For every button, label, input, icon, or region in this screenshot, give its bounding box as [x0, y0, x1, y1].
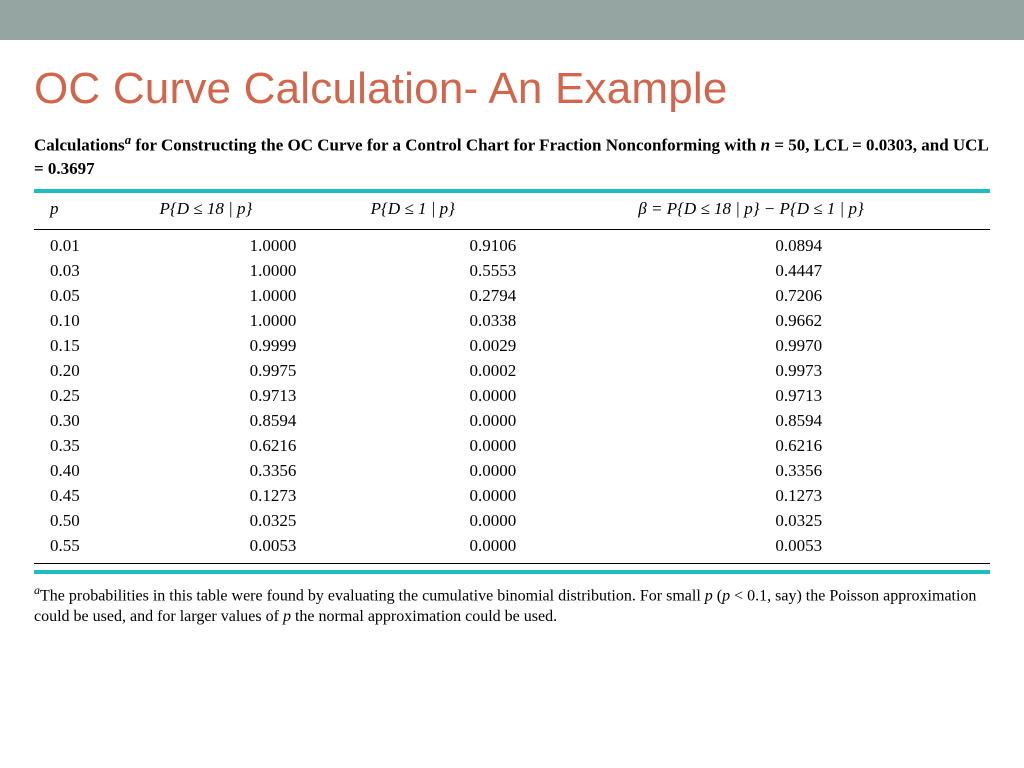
table-cell: 1.0000 — [168, 234, 378, 259]
caption-rest: for Constructing the OC Curve for a Cont… — [131, 136, 761, 155]
table-cell: 0.35 — [34, 434, 168, 459]
table-row: 0.350.62160.00000.6216 — [34, 434, 990, 459]
table-caption: Calculationsa for Constructing the OC Cu… — [34, 132, 990, 181]
table-cell: 0.5553 — [378, 259, 607, 284]
table-cell: 0.0000 — [378, 534, 607, 559]
table-row: 0.550.00530.00000.0053 — [34, 534, 990, 559]
slide-title: OC Curve Calculation- An Example — [34, 64, 990, 114]
table-header-rule — [34, 229, 990, 230]
table-cell: 0.0338 — [378, 309, 607, 334]
table-cell: 0.0053 — [168, 534, 378, 559]
table-cell: 0.0000 — [378, 459, 607, 484]
table-cell: 0.9975 — [168, 359, 378, 384]
table-cell: 0.1273 — [608, 484, 990, 509]
table-cell: 1.0000 — [168, 259, 378, 284]
table-row: 0.150.99990.00290.9970 — [34, 334, 990, 359]
table-cell: 0.0053 — [608, 534, 990, 559]
table-cell: 0.01 — [34, 234, 168, 259]
slide-body: OC Curve Calculation- An Example Calcula… — [0, 40, 1024, 628]
table-cell: 0.9970 — [608, 334, 990, 359]
table-cell: 0.20 — [34, 359, 168, 384]
table-cell: 0.9662 — [608, 309, 990, 334]
table-footnote: aThe probabilities in this table were fo… — [34, 582, 990, 629]
table-top-rule — [34, 189, 990, 193]
table-container: pP{D ≤ 18 | p}P{D ≤ 1 | p}β = P{D ≤ 18 |… — [34, 189, 990, 574]
table-cell: 0.6216 — [608, 434, 990, 459]
table-cell: 0.6216 — [168, 434, 378, 459]
table-row: 0.051.00000.27940.7206 — [34, 284, 990, 309]
table-cell: 0.40 — [34, 459, 168, 484]
column-header-0: p — [34, 195, 98, 223]
table-cell: 1.0000 — [168, 309, 378, 334]
table-cell: 0.55 — [34, 534, 168, 559]
table-cell: 0.7206 — [608, 284, 990, 309]
table-cell: 0.3356 — [168, 459, 378, 484]
table-cell: 0.0029 — [378, 334, 607, 359]
table-cell: 0.8594 — [608, 409, 990, 434]
table-cell: 0.9713 — [168, 384, 378, 409]
top-accent-bar — [0, 0, 1024, 40]
table-bottom-rule — [34, 570, 990, 574]
footnote-text: The probabilities in this table were fou… — [34, 587, 976, 626]
oc-curve-table-body: 0.011.00000.91060.08940.031.00000.55530.… — [34, 234, 990, 559]
table-cell: 0.0325 — [168, 509, 378, 534]
table-cell: 0.25 — [34, 384, 168, 409]
table-cell: 0.9999 — [168, 334, 378, 359]
table-cell: 0.8594 — [168, 409, 378, 434]
table-cell: 0.0325 — [608, 509, 990, 534]
table-cell: 1.0000 — [168, 284, 378, 309]
table-cell: 0.9106 — [378, 234, 607, 259]
table-row: 0.300.85940.00000.8594 — [34, 409, 990, 434]
table-row: 0.450.12730.00000.1273 — [34, 484, 990, 509]
table-bottom-thin-rule — [34, 563, 990, 564]
table-cell: 0.0000 — [378, 509, 607, 534]
table-cell: 0.45 — [34, 484, 168, 509]
table-header: pP{D ≤ 18 | p}P{D ≤ 1 | p}β = P{D ≤ 18 |… — [34, 195, 990, 223]
table-row: 0.250.97130.00000.9713 — [34, 384, 990, 409]
table-cell: 0.3356 — [608, 459, 990, 484]
oc-curve-table: pP{D ≤ 18 | p}P{D ≤ 1 | p}β = P{D ≤ 18 |… — [34, 195, 990, 223]
table-row: 0.500.03250.00000.0325 — [34, 509, 990, 534]
caption-lead: Calculations — [34, 136, 125, 155]
table-cell: 0.15 — [34, 334, 168, 359]
table-cell: 0.0000 — [378, 384, 607, 409]
column-header-3: β = P{D ≤ 18 | p} − P{D ≤ 1 | p} — [512, 195, 990, 223]
table-cell: 0.0000 — [378, 409, 607, 434]
table-row: 0.200.99750.00020.9973 — [34, 359, 990, 384]
table-cell: 0.03 — [34, 259, 168, 284]
table-cell: 0.30 — [34, 409, 168, 434]
table-cell: 0.0002 — [378, 359, 607, 384]
table-row: 0.011.00000.91060.0894 — [34, 234, 990, 259]
table-cell: 0.9973 — [608, 359, 990, 384]
table-cell: 0.1273 — [168, 484, 378, 509]
table-row: 0.031.00000.55530.4447 — [34, 259, 990, 284]
table-row: 0.400.33560.00000.3356 — [34, 459, 990, 484]
table-cell: 0.0894 — [608, 234, 990, 259]
table-row: 0.101.00000.03380.9662 — [34, 309, 990, 334]
table-cell: 0.10 — [34, 309, 168, 334]
table-cell: 0.4447 — [608, 259, 990, 284]
table-cell: 0.2794 — [378, 284, 607, 309]
table-cell: 0.0000 — [378, 434, 607, 459]
caption-n: n — [761, 136, 770, 155]
table-cell: 0.0000 — [378, 484, 607, 509]
table-cell: 0.9713 — [608, 384, 990, 409]
table-cell: 0.50 — [34, 509, 168, 534]
column-header-1: P{D ≤ 18 | p} — [98, 195, 313, 223]
table-cell: 0.05 — [34, 284, 168, 309]
column-header-2: P{D ≤ 1 | p} — [314, 195, 512, 223]
